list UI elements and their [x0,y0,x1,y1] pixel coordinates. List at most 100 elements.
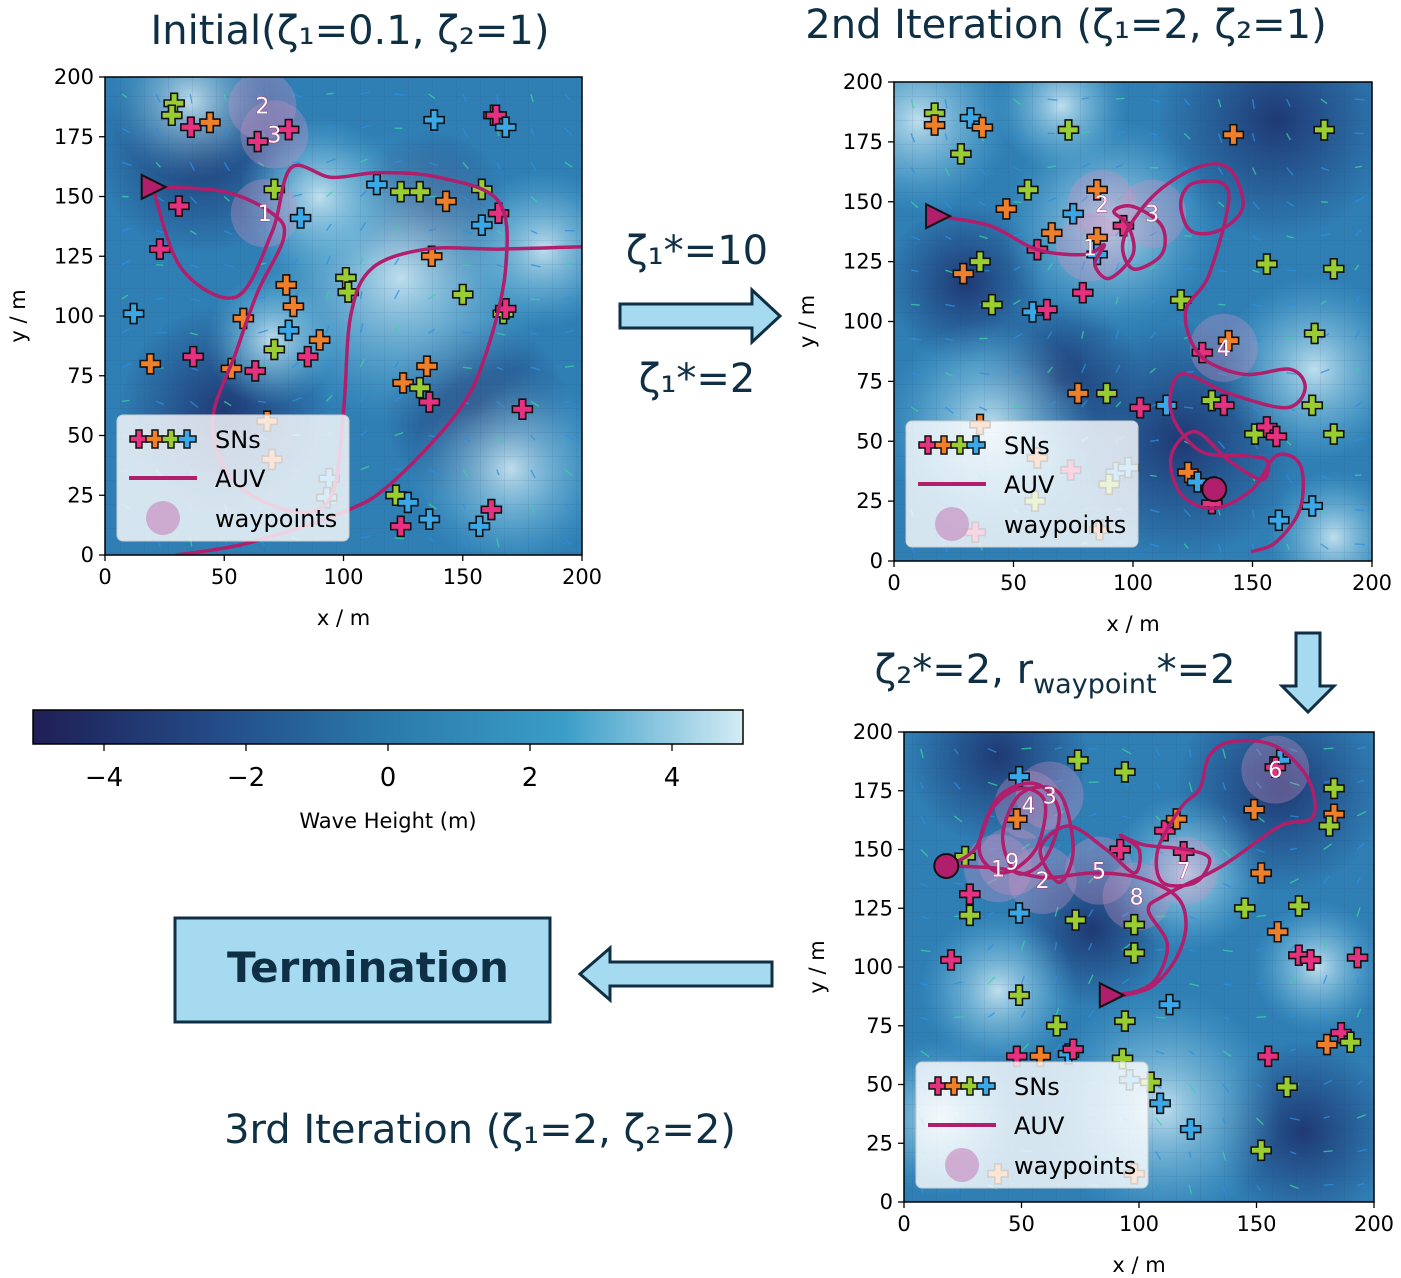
y-tick-label: 175 [853,779,893,803]
legend-waypoint-marker [146,501,180,535]
sensor-node [952,262,975,285]
legend-sn-marker [950,435,970,455]
legend-waypoints: waypoints [1004,511,1126,539]
sensor-node [950,143,972,165]
sensor-node [1158,993,1181,1016]
sensor-node [1165,808,1188,830]
legend-sn-marker [966,435,986,455]
plot-area: 1 92 34 5 6 7 8 SNs AUV waypoints [904,732,1374,1202]
sensor-node [923,114,946,136]
sensor-node [182,345,205,368]
y-tick-label: 175 [843,130,883,154]
waypoint-label-1: 1 [991,857,1005,882]
auv-start-marker [1098,981,1127,1009]
waypoint-label-2: 2 [255,95,269,120]
panel-2nd-iteration: 1 2 3 4 SNs AUV waypoints 0 50 100 150 200 0 25 50 75 10… [795,70,1392,636]
sensor-node [180,116,202,138]
legend-sns: SNs [215,426,261,454]
panel2-title: 2nd Iteration (ζ₁=2, ζ₂=1) [805,2,1326,48]
x-tick-label: 150 [443,565,483,589]
sensor-node [168,195,190,217]
svg-text:ζ₂*=2, rwaypoint*=2: ζ₂*=2, rwaypoint*=2 [874,647,1235,700]
legend-auv: AUV [1004,471,1055,499]
sensor-node [1346,946,1369,969]
y-tick-label: 25 [67,483,94,507]
sensor-node [1339,1031,1362,1053]
waypoint-label-5: 5 [1092,860,1106,885]
sensor-node [1264,756,1287,779]
sensor-node [149,238,171,260]
flow-arrow-down: ζ₂*=2, rwaypoint*=2 [874,631,1338,715]
arrow2-label: ζ₂*=2, r [874,647,1033,693]
legend: SNs AUV waypoints [915,1061,1149,1189]
x-axis-label: x / m [1112,1253,1165,1277]
sensor-node [160,104,183,127]
x-tick-label: 150 [1236,1212,1276,1236]
sensor-node [971,116,994,139]
sensor-node [397,491,419,514]
y-tick-label: 200 [853,720,893,744]
sensor-node [1233,897,1256,920]
sensor-node [1186,471,1209,493]
x-tick-label: 50 [211,565,238,589]
legend-auv: AUV [215,465,266,493]
sensor-node [416,355,438,377]
sensor-node [1288,944,1310,967]
sensor-node [289,207,312,229]
sensor-node [232,307,255,330]
sensor-node [1265,425,1288,448]
sensor-node [1276,1076,1298,1098]
sensor-node [1045,1014,1068,1037]
sensor-node [959,904,981,927]
sensor-node [244,360,267,382]
legend-waypoints: waypoints [1014,1152,1136,1180]
sensor-node [1062,202,1085,225]
waypoint-label-1: 1 [258,202,272,227]
legend-sns: SNs [1004,432,1050,460]
colorbar: −4 −2 0 2 4 Wave Height (m) [32,709,744,833]
sensor-node [995,198,1018,220]
sensor-node [1257,1045,1280,1068]
sensor-node [389,180,412,203]
sensor-node [1179,1118,1202,1140]
colorbar-tick-label: −4 [85,763,123,793]
legend-sn-marker [960,1076,980,1096]
sensor-node [1123,942,1146,964]
legend-waypoint-marker [935,507,969,541]
x-tick-label: 150 [1232,571,1272,595]
waypoint-label-6: 6 [1268,759,1282,784]
legend-sn-marker [934,435,954,455]
colorbar-tick-label: −2 [227,763,265,793]
x-tick-label: 100 [1113,571,1153,595]
legend-waypoints: waypoints [215,505,337,533]
sensor-node [366,173,388,196]
sensor-node [409,376,431,399]
sensor-node [1243,798,1265,821]
sensor-node [494,116,517,138]
y-tick-label: 25 [856,489,883,513]
auv-end-marker [1201,476,1228,503]
y-tick-label: 175 [54,125,94,149]
sensor-node [471,214,493,236]
auv-path-return [150,163,509,555]
y-axis-label: y / m [795,295,819,348]
legend: SNs AUV waypoints [905,420,1139,548]
legend-sn-marker [976,1076,996,1096]
arrow-right-shape [618,286,783,346]
sensor-node [1267,509,1290,532]
arrow2-subscript: waypoint [1033,669,1156,700]
waypoint-label-4: 4 [1217,337,1231,362]
sensor-node [139,353,162,375]
sensor-node [1123,913,1146,936]
sensor-node [1322,423,1345,445]
sensor-node [959,883,981,905]
x-tick-label: 50 [1008,1212,1035,1236]
sensor-node [1266,920,1289,943]
x-axis-label: x / m [317,606,370,630]
auv-start-marker [140,173,168,201]
y-tick-label: 100 [853,955,893,979]
legend-auv: AUV [1014,1112,1065,1140]
sensor-node [940,949,962,971]
waypoint-marker-5 [1065,836,1134,905]
sensor-node [296,345,319,368]
